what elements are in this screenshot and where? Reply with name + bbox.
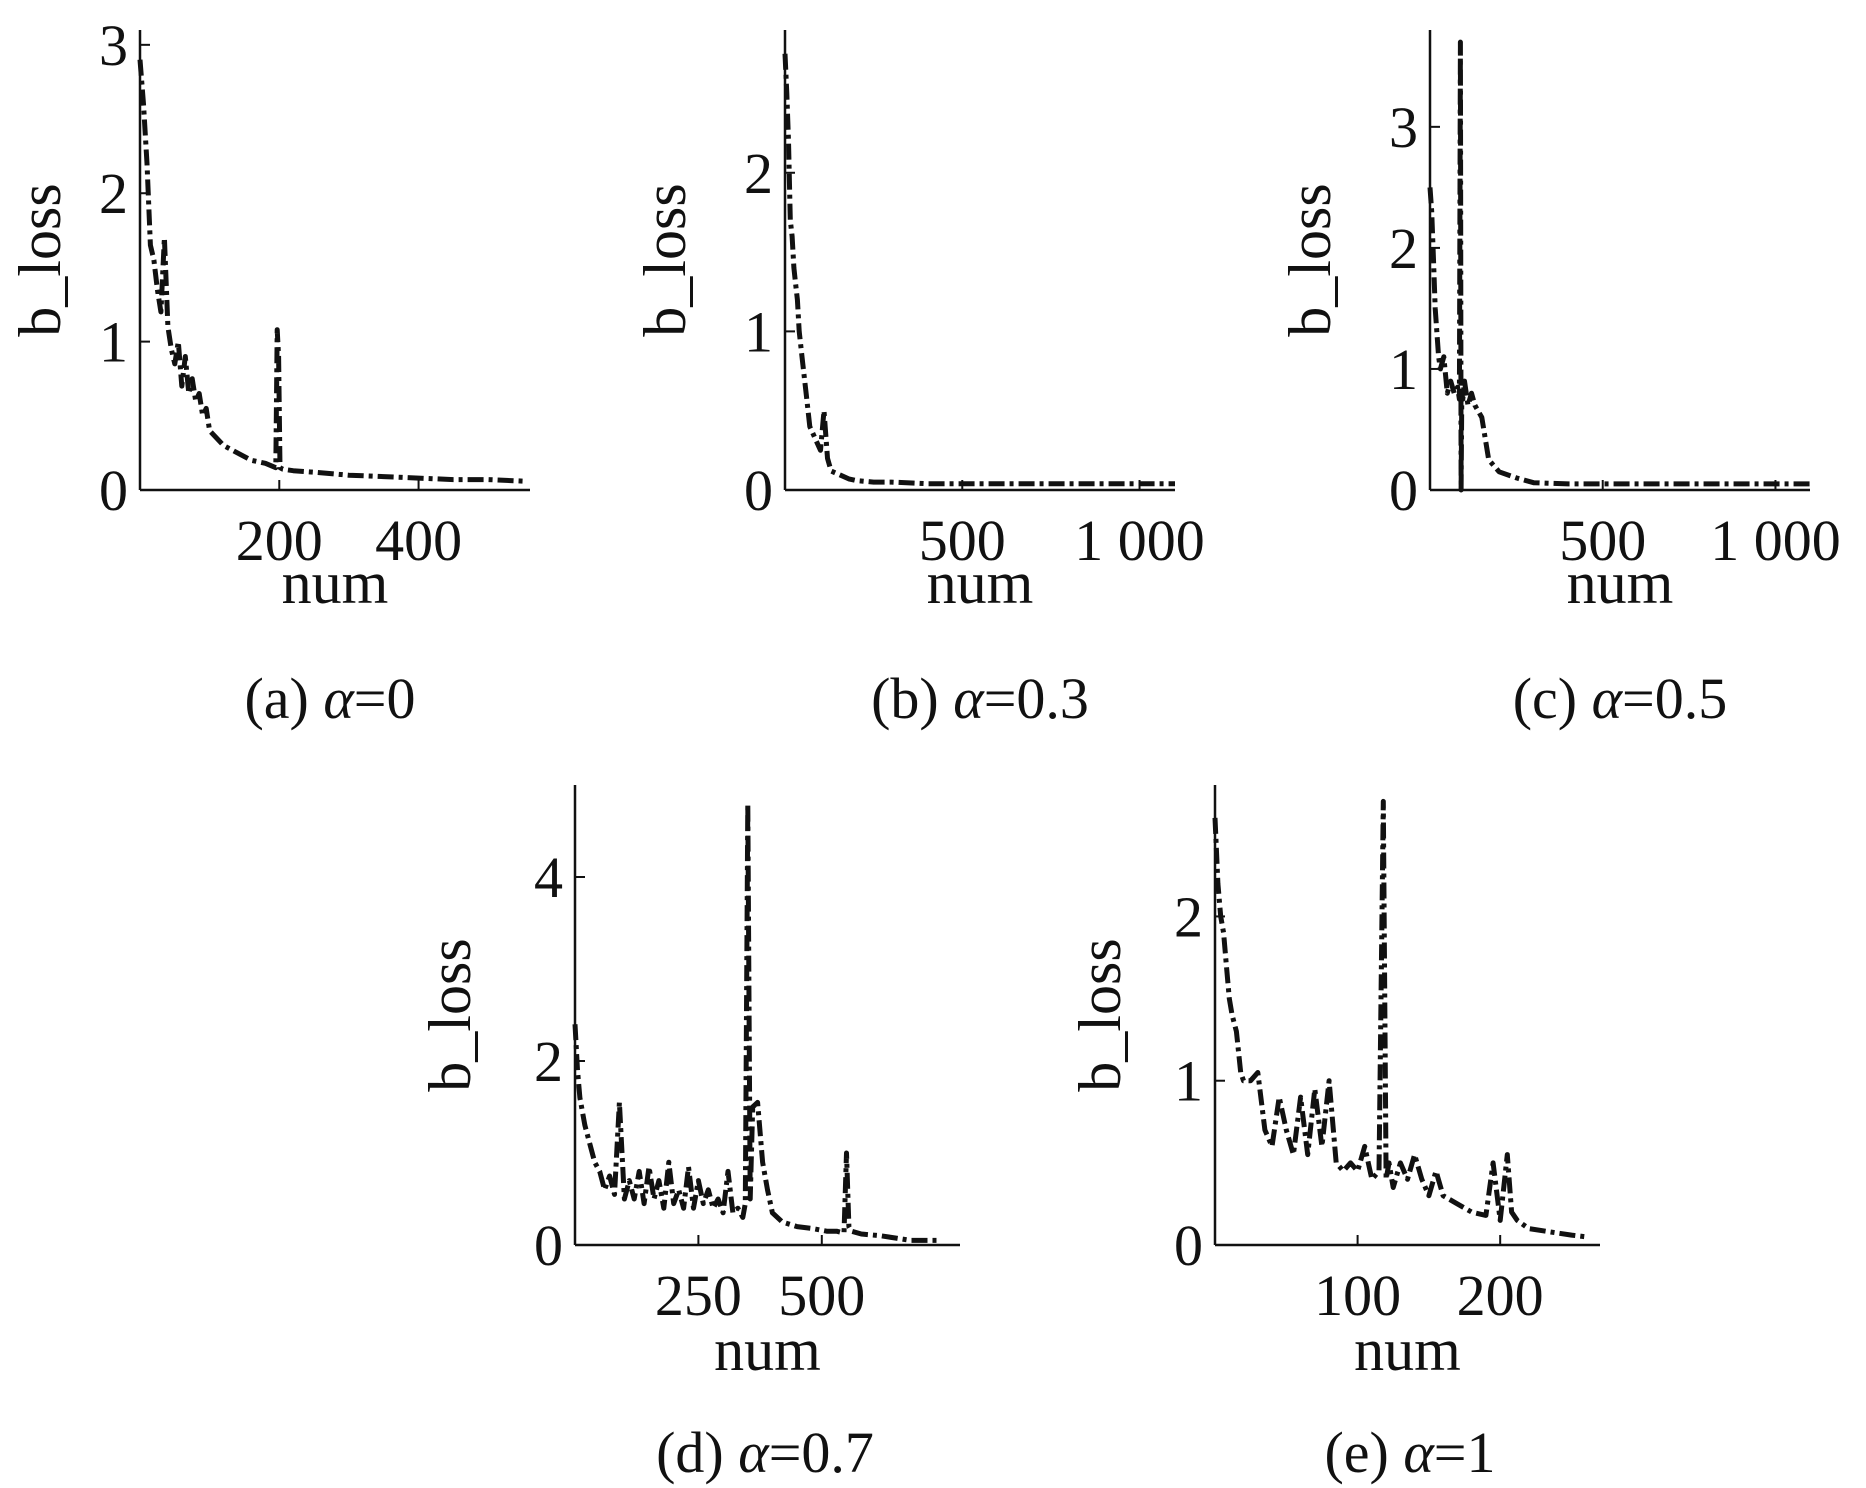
caption-symbol: α [953,666,985,731]
series-line [1427,39,1810,493]
y-tick-label: 1 [744,299,773,364]
x-axis-label: num [714,1317,821,1383]
panel-caption: (c) α=0.5 [1513,666,1728,731]
x-tick-label: 250 [655,1263,742,1328]
y-tick-label: 2 [99,161,128,226]
y-tick-label: 1 [1174,1049,1203,1114]
caption-prefix: (a) [244,666,323,731]
x-axis-label: num [1567,550,1674,616]
y-axis-label: b_loss [417,938,483,1091]
panel-caption: (a) α=0 [244,666,415,731]
x-tick-label: 500 [919,508,1006,573]
y-tick-label: 2 [1389,216,1418,281]
series-line [782,53,1175,487]
caption-prefix: (c) [1513,666,1592,731]
y-axis-label: b_loss [1277,183,1343,336]
y-axis-label: b_loss [7,183,73,336]
panel-caption: (b) α=0.3 [871,666,1089,731]
x-tick-label: 400 [375,508,462,573]
x-axis-label: num [282,550,389,616]
x-axis-label: num [927,550,1034,616]
y-axis-label: b_loss [1067,938,1133,1091]
series-line [137,59,524,484]
y-tick-label: 3 [99,13,128,78]
caption-suffix: =0.7 [769,1420,874,1485]
panel-c: 0 1 2 3 500 1 000 num b_loss (c) α=0.5 [1277,30,1841,731]
y-tick-label: 2 [1174,884,1203,949]
panel-caption: (e) α=1 [1324,1420,1495,1485]
caption-symbol: α [1592,666,1624,731]
caption-symbol: α [738,1420,770,1485]
y-tick-label: 0 [99,458,128,523]
panel-caption: (d) α=0.7 [656,1420,874,1485]
x-tick-label: 200 [1457,1263,1544,1328]
y-tick-label: 0 [1174,1213,1203,1278]
y-tick-label: 0 [534,1213,563,1278]
y-tick-label: 0 [744,458,773,523]
caption-suffix: =0.5 [1622,666,1727,731]
x-tick-label: 100 [1314,1263,1401,1328]
x-tick-label: 200 [236,508,323,573]
caption-prefix: (e) [1324,1420,1403,1485]
y-tick-label: 4 [534,845,563,910]
y-axis-label: b_loss [632,183,698,336]
caption-prefix: (d) [656,1420,738,1485]
y-tick-label: 0 [1389,458,1418,523]
series-line [572,800,941,1243]
series-line [1212,798,1586,1240]
y-tick-label: 2 [534,1029,563,1094]
y-tick-label: 1 [1389,337,1418,402]
caption-suffix: =0.3 [984,666,1089,731]
x-tick-label: 500 [1559,508,1646,573]
caption-symbol: α [323,666,355,731]
x-tick-label: 500 [778,1263,865,1328]
x-tick-label: 1 000 [1710,508,1841,573]
x-tick-label: 1 000 [1074,508,1205,573]
y-tick-label: 1 [99,310,128,375]
caption-symbol: α [1403,1420,1435,1485]
x-axis-label: num [1354,1317,1461,1383]
caption-prefix: (b) [871,666,953,731]
panel-b: 0 1 2 500 1 000 num b_loss (b) α=0.3 [632,30,1205,731]
caption-suffix: =1 [1434,1420,1496,1485]
y-tick-label: 2 [744,141,773,206]
y-tick-label: 3 [1389,95,1418,160]
caption-suffix: =0 [354,666,416,731]
